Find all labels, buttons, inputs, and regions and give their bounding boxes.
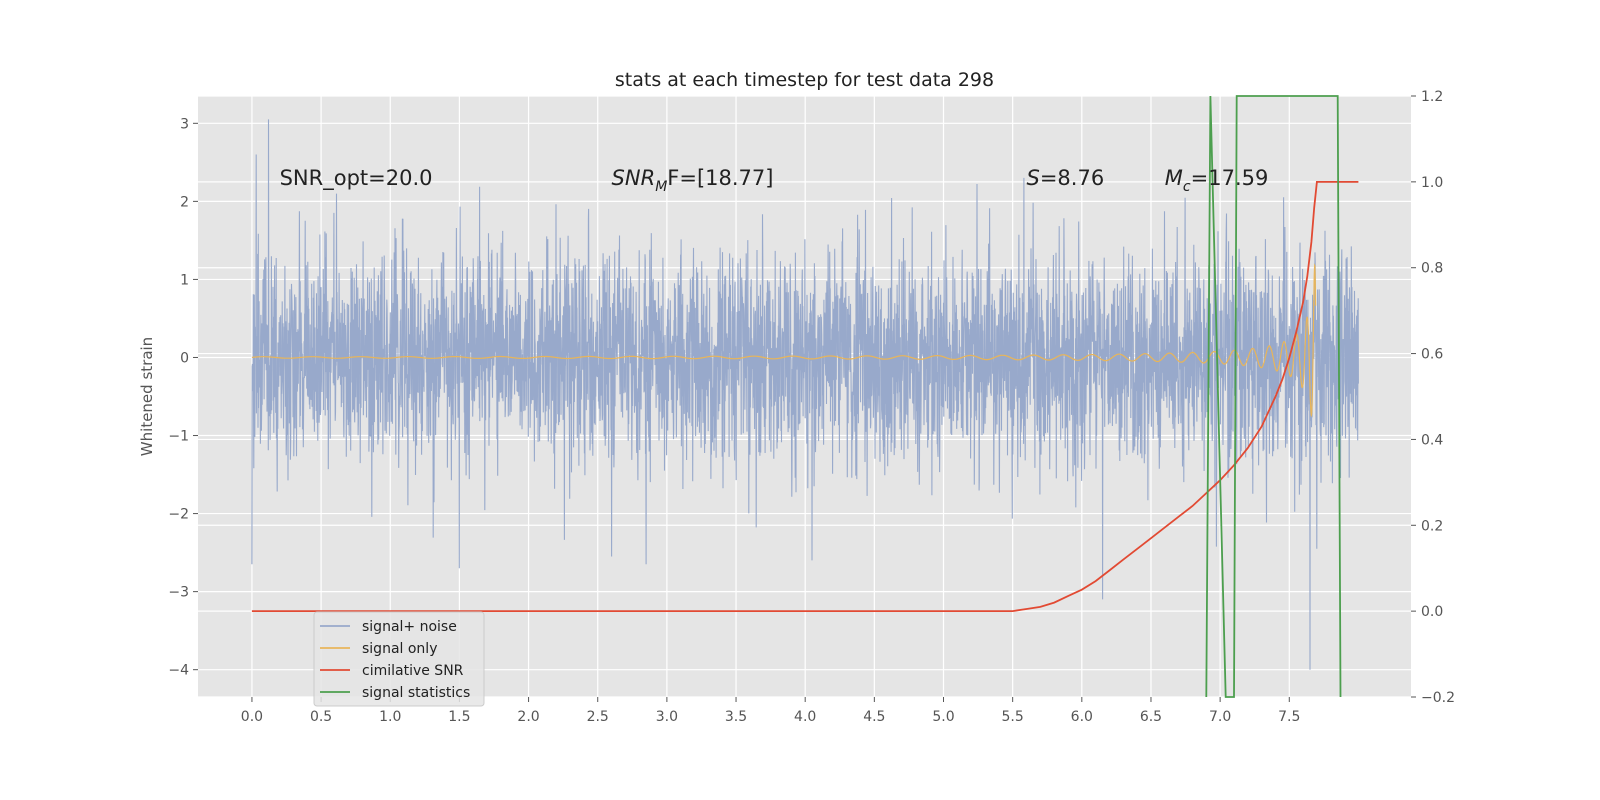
legend-entry-1: signal only <box>362 641 437 657</box>
x-tick-label-14: 7.0 <box>1209 709 1231 725</box>
legend: signal+ noise signal only cimilative SNR si… <box>313 611 485 707</box>
y-right-tick-label-4: 0.6 <box>1421 347 1443 363</box>
x-tick-label-3: 1.5 <box>448 709 470 725</box>
x-tick-label-10: 5.0 <box>932 709 954 725</box>
annotation-1: SNRMF=[18.77] <box>612 166 774 195</box>
y-right-tick-label-3: 0.4 <box>1421 432 1443 448</box>
annotations: SNR_opt=20.0 SNRMF=[18.77] S=8.76 Mc=17.59 <box>280 166 1269 195</box>
x-tick-label-7: 3.5 <box>725 709 747 725</box>
y-tick-label-3: −1 <box>168 429 189 445</box>
annotation-3: Mc=17.59 <box>1165 166 1269 195</box>
y-right-tick-label-7: 1.2 <box>1421 89 1443 105</box>
y-right-tick-label-2: 0.2 <box>1421 518 1443 534</box>
x-tick-label-8: 4.0 <box>794 709 816 725</box>
legend-entry-0: signal+ noise <box>362 619 457 635</box>
annotation-2: S=8.76 <box>1026 166 1104 190</box>
y-tick-label-1: −3 <box>168 585 189 601</box>
x-tick-label-6: 3.0 <box>656 709 678 725</box>
y-right-tick-label-6: 1.0 <box>1421 175 1443 191</box>
x-tick-label-12: 6.0 <box>1071 709 1093 725</box>
legend-box <box>313 611 485 707</box>
x-tick-label-0: 0.0 <box>241 709 263 725</box>
x-tick-label-11: 5.5 <box>1002 709 1024 725</box>
series-cumulative-snr <box>251 181 1359 612</box>
x-tick-label-5: 2.5 <box>587 709 609 725</box>
x-tick-label-4: 2.0 <box>517 709 539 725</box>
x-tick-label-15: 7.5 <box>1278 709 1300 725</box>
y-right-tick-label-0: −0.2 <box>1421 690 1455 706</box>
legend-entry-2: cimilative SNR <box>362 663 464 679</box>
y-tick-label-7: 3 <box>180 116 189 132</box>
y-tick-label-6: 2 <box>180 194 189 210</box>
series-signal-only <box>251 263 1317 418</box>
chart-title: stats at each timestep for test data 298 <box>615 69 994 91</box>
series-signal-statistics <box>1205 95 1342 698</box>
y-tick-label-2: −2 <box>168 507 189 523</box>
x-tick-label-13: 6.5 <box>1140 709 1162 725</box>
axes: 0.0 0.5 1.0 1.5 2.0 2.5 3.0 3.5 4.0 4.5 5.0 5.5 6.0 6… <box>168 89 1455 725</box>
y-right-tick-label-5: 0.8 <box>1421 261 1443 277</box>
y-right-tick-label-1: 0.0 <box>1421 604 1443 620</box>
y-tick-label-0: −4 <box>168 663 189 679</box>
legend-entry-3: signal statistics <box>362 685 470 701</box>
series-signal-noise <box>251 119 1359 670</box>
series-layer <box>251 95 1359 698</box>
annotation-0: SNR_opt=20.0 <box>280 166 433 191</box>
y-axis-label: Whitened strain <box>138 337 156 456</box>
x-tick-label-9: 4.5 <box>863 709 885 725</box>
x-tick-label-1: 0.5 <box>310 709 332 725</box>
x-tick-label-2: 1.0 <box>379 709 401 725</box>
y-tick-label-4: 0 <box>180 350 189 366</box>
y-tick-label-5: 1 <box>180 272 189 288</box>
